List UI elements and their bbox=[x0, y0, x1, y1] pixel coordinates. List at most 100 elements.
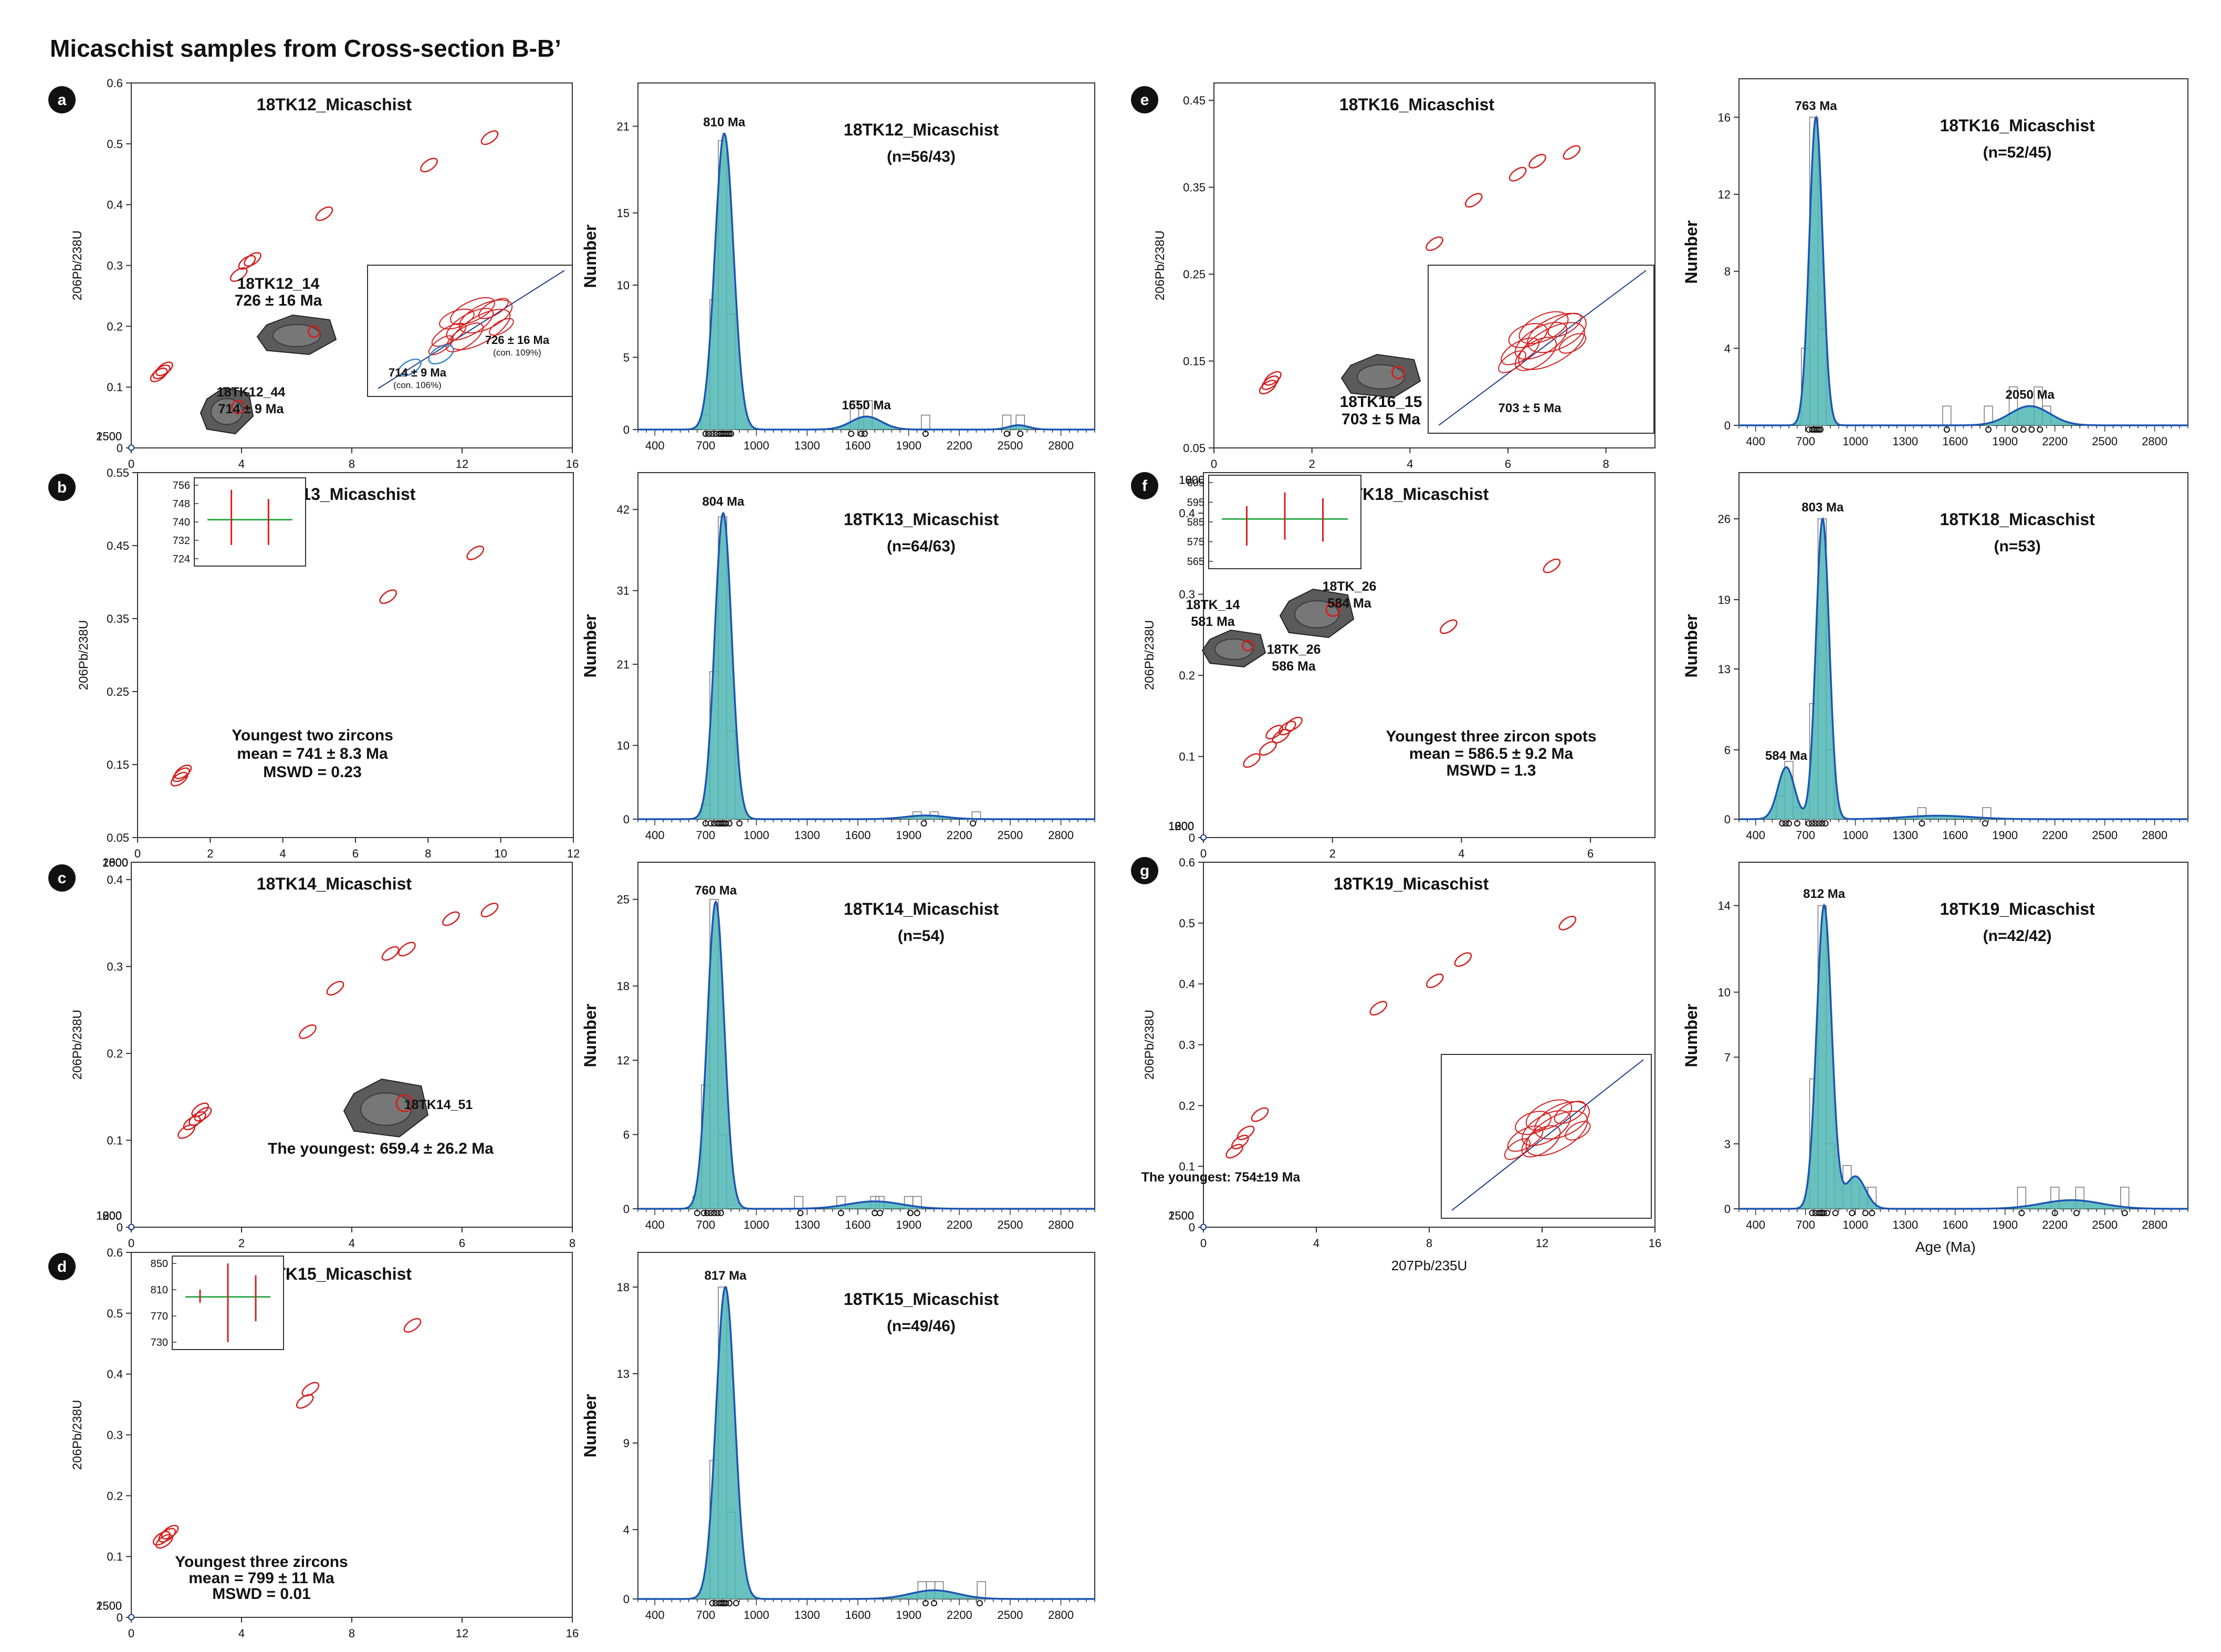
age-rug-point bbox=[709, 431, 716, 437]
x-tick-label: 8 bbox=[1603, 457, 1609, 470]
y-tick-label: 0.2 bbox=[1179, 669, 1195, 682]
panel-annotation: Youngest three zircon spots bbox=[1386, 728, 1596, 745]
kde-area bbox=[638, 133, 1095, 430]
analysis-ellipse bbox=[229, 267, 248, 282]
age-marker-label: 200 bbox=[102, 1209, 122, 1222]
panel-annotation: 18TK_14 bbox=[1186, 598, 1240, 612]
y-tick-label: 14 bbox=[1718, 900, 1731, 913]
x-tick-label: 2800 bbox=[2142, 1218, 2167, 1231]
analysis-ellipse bbox=[296, 1394, 314, 1409]
x-tick-label: 8 bbox=[425, 847, 431, 860]
age-marker-label: 2500 bbox=[96, 1599, 122, 1613]
x-tick-label: 2800 bbox=[2142, 829, 2167, 842]
y-tick-label: 6 bbox=[623, 1128, 630, 1142]
analysis-ellipse bbox=[1251, 1107, 1269, 1122]
panel-title: 18TK19_Micaschist bbox=[1940, 900, 2095, 918]
peak-label: 817 Ma bbox=[705, 1269, 747, 1283]
age-rug-point bbox=[1943, 426, 1950, 433]
panel-title: 18TK14_Micaschist bbox=[844, 900, 999, 918]
y-tick-label: 0.15 bbox=[107, 758, 129, 771]
y-tick-label: 21 bbox=[617, 658, 630, 671]
panel-letter-badge bbox=[48, 864, 76, 892]
panel-annotation: MSWD = 1.3 bbox=[1447, 762, 1536, 779]
inset-tick-label: 585 bbox=[1187, 517, 1204, 528]
age-rug-point bbox=[1809, 1210, 1816, 1216]
panel-letter: a bbox=[58, 91, 67, 109]
inset-concordia bbox=[1451, 1059, 1644, 1211]
age-rug-point bbox=[1862, 1210, 1869, 1216]
y-tick-label: 0.3 bbox=[1179, 588, 1195, 601]
panel-letter: b bbox=[57, 479, 67, 496]
age-marker-label: 200 bbox=[1175, 820, 1194, 833]
y-tick-label: 4 bbox=[623, 1523, 630, 1536]
x-tick-label: 10 bbox=[494, 847, 507, 860]
inset-ellipse bbox=[1518, 311, 1569, 344]
panel-annotation: 18TK12_14 bbox=[237, 275, 320, 292]
panel-annotation: The youngest: 659.4 ± 26.2 Ma bbox=[268, 1140, 494, 1157]
inset-frame bbox=[1208, 475, 1361, 569]
analysis-ellipse bbox=[466, 545, 485, 560]
y-tick-label: 0 bbox=[623, 423, 630, 436]
panel-title: 18TK19_Micaschist bbox=[1334, 874, 1489, 893]
y-tick-label: 18 bbox=[617, 980, 630, 993]
inset-ellipse bbox=[446, 322, 484, 352]
y-tick-label: 0.4 bbox=[107, 873, 123, 886]
analysis-ellipse bbox=[480, 130, 499, 145]
y-tick-label: 0 bbox=[117, 1611, 123, 1624]
panel-letter-badge bbox=[48, 86, 76, 113]
analysis-ellipse bbox=[420, 158, 438, 173]
panel-letter-badge bbox=[1131, 857, 1158, 884]
y-tick-label: 0.2 bbox=[107, 1489, 123, 1502]
analysis-ellipse bbox=[1369, 1001, 1388, 1016]
age-marker bbox=[128, 1614, 135, 1620]
x-tick-label: 0 bbox=[128, 1627, 134, 1640]
age-rug-point bbox=[1824, 1210, 1830, 1216]
kde-line bbox=[638, 132, 1095, 431]
panel-annotation: mean = 799 ± 11 Ma bbox=[188, 1570, 334, 1587]
x-tick-label: 12 bbox=[1536, 1237, 1548, 1250]
age-rug-point bbox=[976, 1600, 983, 1606]
sample-count: (n=64/63) bbox=[887, 538, 956, 555]
age-rug-point bbox=[726, 1600, 732, 1606]
inset-weighted-mean: 565 575 585 595 605 bbox=[1187, 475, 1361, 569]
x-tick-label: 1600 bbox=[845, 1218, 871, 1231]
age-marker bbox=[1200, 834, 1207, 841]
inset-concordia-detail: 703 ± 5 Ma bbox=[1428, 265, 1654, 434]
histogram-panel-g: 400 700 1000 1300 1600 1900 2200 2500 2800 0 3 7 10 1… bbox=[1682, 862, 2188, 1255]
inset-ellipse bbox=[450, 297, 495, 326]
kde-area bbox=[1739, 519, 2188, 819]
y-tick-label: 0.35 bbox=[1183, 181, 1206, 194]
x-tick-label: 2200 bbox=[947, 1218, 972, 1231]
x-tick-label: 2800 bbox=[1048, 1608, 1074, 1622]
x-tick-label: 2800 bbox=[1048, 1218, 1074, 1231]
y-tick-label: 0.45 bbox=[1183, 94, 1206, 107]
x-tick-label: 400 bbox=[645, 439, 665, 452]
age-rug-point bbox=[1806, 820, 1812, 827]
panel-annotation: 18TK14_51 bbox=[404, 1097, 473, 1112]
spot-marker bbox=[395, 1094, 414, 1113]
x-tick-label: 2500 bbox=[997, 829, 1023, 842]
spot-marker bbox=[1242, 640, 1254, 652]
analysis-ellipse bbox=[480, 903, 499, 917]
age-rug-point bbox=[722, 1600, 729, 1606]
y-tick-label: 0 bbox=[623, 1203, 630, 1216]
x-tick-label: 4 bbox=[280, 847, 286, 860]
y-tick-label: 12 bbox=[1718, 188, 1731, 201]
y-tick-label: 0.05 bbox=[1183, 442, 1206, 455]
inset-tick-label: 724 bbox=[173, 553, 190, 565]
age-rug-point bbox=[736, 820, 743, 827]
panel-annotation: 18TK16_15 bbox=[1340, 393, 1422, 411]
x-tick-label: 16 bbox=[1649, 1237, 1661, 1250]
panel-letter: g bbox=[1140, 862, 1149, 880]
age-rug-point bbox=[858, 431, 865, 437]
x-tick-label: 4 bbox=[1407, 457, 1413, 470]
panel-letter-badge bbox=[1131, 86, 1158, 113]
zircon-zoning bbox=[1214, 638, 1253, 661]
x-tick-label: 1300 bbox=[1892, 829, 1918, 842]
age-rug-point bbox=[700, 1210, 707, 1216]
y-tick-label: 26 bbox=[1718, 513, 1731, 526]
analysis-ellipse bbox=[1528, 153, 1546, 169]
y-tick-label: 0.4 bbox=[107, 1368, 123, 1381]
age-rug-point bbox=[1982, 820, 1988, 827]
